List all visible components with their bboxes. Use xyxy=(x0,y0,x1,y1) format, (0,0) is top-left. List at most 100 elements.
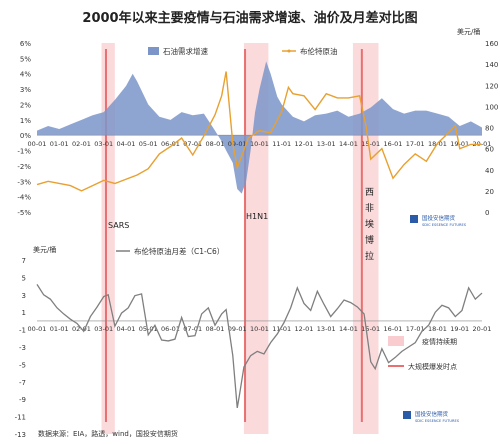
left-axis-tick-label: -1% xyxy=(17,148,31,156)
right-axis-tick-label: 20 xyxy=(485,188,494,196)
panel2-x-tick-label: 05-01 xyxy=(139,325,158,333)
annotation-ebola-char: 西 xyxy=(365,187,374,198)
panel2-x-tick-label: 12-01 xyxy=(295,325,314,333)
right-axis-tick-label: 40 xyxy=(485,167,494,175)
right-axis-tick-label: 60 xyxy=(485,146,494,154)
spread-line xyxy=(36,284,483,409)
left-axis-tick-label: 5% xyxy=(20,55,31,63)
logo-name-bottom: 国投安信期货 xyxy=(415,410,449,418)
panel1-x-tick-label: 03-01 xyxy=(94,140,113,148)
annotation-ebola-char: 博 xyxy=(365,234,374,246)
panel2-x-tick-label: 15-01 xyxy=(361,325,380,333)
panel2-x-tick-label: 01-01 xyxy=(50,325,69,333)
right-axis-tick-label: 80 xyxy=(485,125,494,133)
left-axis-tick-label: 3% xyxy=(20,86,31,94)
panel1-x-tick-label: 15-01 xyxy=(361,140,380,148)
left-axis-tick-label: -3% xyxy=(17,178,31,186)
logo-mark xyxy=(410,215,418,223)
right-axis-unit: 美元/桶 xyxy=(457,27,480,36)
legend-label-spread: 布伦特原油月差（C1-C6） xyxy=(134,246,224,256)
chart-title: 2000年以来主要疫情与石油需求增速、油价及月差对比图 xyxy=(82,11,418,26)
panel2-x-tick-label: 18-01 xyxy=(428,325,447,333)
panel2-x-tick-label: 19-01 xyxy=(450,325,469,333)
panel2-y-tick-label: -7 xyxy=(19,379,26,387)
right-axis-tick-label: 160 xyxy=(485,40,498,48)
panel2-y-tick-label: 3 xyxy=(22,292,26,300)
source-note: 数据来源：EIA，路透，wind，国投安信期货 xyxy=(38,429,178,438)
panel1-x-tick-label: 09-01 xyxy=(228,140,247,148)
logo-subtitle-bottom: SDIC ESSENCE FUTURES xyxy=(415,419,460,423)
panel2-y-tick-label: 5 xyxy=(22,274,26,282)
panel2-x-tick-label: 06-01 xyxy=(161,325,180,333)
left-axis-tick-label: -2% xyxy=(17,163,31,171)
panel1-x-tick-label: 00-01 xyxy=(28,140,47,148)
panel2-x-tick-label: 13-01 xyxy=(317,325,336,333)
legend-label-outbreak: 大规模爆发时点 xyxy=(408,362,457,371)
left-axis-tick-label: -5% xyxy=(17,209,31,217)
panel1-x-tick-label: 17-01 xyxy=(406,140,425,148)
right-axis-tick-label: 120 xyxy=(485,82,498,90)
panel2-y-tick-label: -5 xyxy=(19,361,26,369)
panel2-y-tick-label: -9 xyxy=(19,396,26,404)
panel2-x-tick-label: 08-01 xyxy=(206,325,225,333)
panel2-x-tick-label: 10-01 xyxy=(250,325,269,333)
legend-label-demand: 石油需求增速 xyxy=(163,46,208,56)
panel2-y-tick-label: 1 xyxy=(22,309,26,317)
brent-price-line xyxy=(36,71,482,192)
panel1-x-tick-label: 07-01 xyxy=(183,140,202,148)
left-axis-tick-label: 6% xyxy=(20,40,31,48)
legend-swatch-demand xyxy=(148,47,159,55)
left-axis-tick-label: 1% xyxy=(20,117,31,125)
panel1-x-tick-label: 05-01 xyxy=(139,140,158,148)
panel1-x-tick-label: 01-01 xyxy=(50,140,69,148)
panel2-x-tick-label: 07-01 xyxy=(183,325,202,333)
panel1-x-tick-label: 06-01 xyxy=(161,140,180,148)
panel2-y-tick-label: 7 xyxy=(22,257,26,265)
logo-subtitle: SDIC ESSENCE FUTURES xyxy=(422,223,467,227)
panel2-y-tick-label: -3 xyxy=(19,344,26,352)
right-axis-tick-label: 140 xyxy=(485,61,498,69)
panel2-x-tick-label: 16-01 xyxy=(384,325,403,333)
panel2-x-tick-label: 04-01 xyxy=(117,325,136,333)
panel1-x-tick-label: 14-01 xyxy=(339,140,358,148)
left-axis-tick-label: 4% xyxy=(20,71,31,79)
annotation-ebola-char: 非 xyxy=(365,202,374,214)
panel2-y-tick-label: -13 xyxy=(15,431,26,439)
demand-growth-area xyxy=(37,61,482,194)
panel2-x-tick-label: 20-01 xyxy=(473,325,492,333)
logo-name: 国投安信期货 xyxy=(422,214,456,222)
panel2-x-tick-label: 09-01 xyxy=(228,325,247,333)
panel2-x-tick-label: 14-01 xyxy=(339,325,358,333)
annotation-sars: SARS xyxy=(108,221,129,230)
panel1-x-tick-label: 04-01 xyxy=(117,140,136,148)
panel1-x-tick-label: 11-01 xyxy=(272,140,291,148)
panel2-y-tick-label: -11 xyxy=(15,414,26,422)
annotation-ebola-char: 拉 xyxy=(365,250,374,262)
annotation-ebola-char: 埃 xyxy=(365,218,374,230)
left-axis-tick-label: 2% xyxy=(20,101,31,109)
left-axis-tick-label: 0% xyxy=(20,132,31,140)
right-axis-tick-label: 0 xyxy=(485,209,489,217)
legend-label-brent: 布伦特原油 xyxy=(300,46,338,56)
logo-mark-bottom xyxy=(403,411,411,419)
panel1-x-tick-label: 12-01 xyxy=(295,140,314,148)
panel1-x-tick-label: 02-01 xyxy=(72,140,91,148)
annotation-h1n1: H1N1 xyxy=(246,212,268,221)
panel1-x-tick-label: 13-01 xyxy=(317,140,336,148)
epidemic-period-band-1 xyxy=(101,43,115,434)
panel1-x-tick-label: 08-01 xyxy=(206,140,225,148)
legend-swatch-brent-dot xyxy=(287,49,291,53)
panel2-y-unit: 美元/桶 xyxy=(33,245,56,254)
panel2-x-tick-label: 11-01 xyxy=(272,325,291,333)
panel1-x-tick-label: 10-01 xyxy=(250,140,269,148)
legend-swatch-period xyxy=(388,336,404,346)
panel2-y-tick-label: -1 xyxy=(19,327,26,335)
panel2-x-tick-label: 03-01 xyxy=(94,325,113,333)
panel1-x-tick-label: 16-01 xyxy=(384,140,403,148)
panel2-x-tick-label: 00-01 xyxy=(28,325,47,333)
legend-label-period: 疫情持续期 xyxy=(422,337,457,346)
left-axis-tick-label: -4% xyxy=(17,194,31,202)
panel2-x-tick-label: 17-01 xyxy=(406,325,425,333)
right-axis-tick-label: 100 xyxy=(485,103,498,111)
